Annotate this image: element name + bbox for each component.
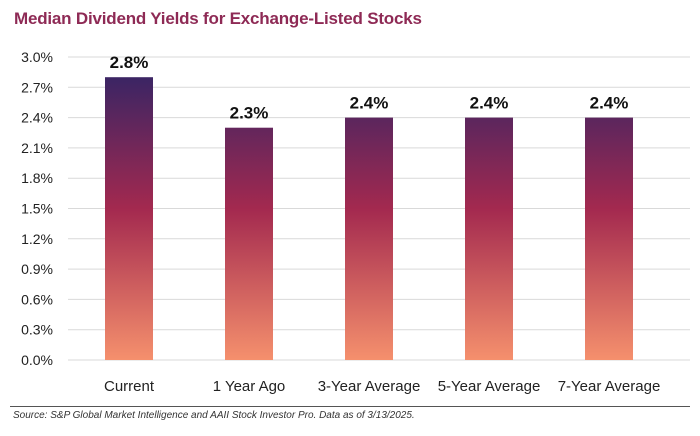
data-label: 2.4%	[590, 94, 629, 113]
bar-chart: 0.0% 0.3% 0.6% 0.9% 1.2% 1.5% 1.8% 2.1% 2.4% 2.7%…	[21, 49, 690, 395]
source-divider	[10, 406, 690, 407]
y-tick-label: 0.9%	[21, 261, 53, 277]
bar	[345, 117, 393, 360]
x-tick-label: 7-Year Average	[558, 378, 661, 395]
data-label: 2.8%	[110, 53, 149, 72]
data-label: 2.4%	[470, 94, 509, 113]
y-tick-label: 1.2%	[21, 231, 53, 247]
y-tick-label: 0.0%	[21, 352, 53, 368]
bar	[225, 127, 273, 360]
x-tick-label: 1 Year Ago	[213, 378, 286, 395]
y-tick-label: 2.1%	[21, 140, 53, 156]
x-tick-label: 5-Year Average	[438, 378, 541, 395]
y-axis-tick-labels: 0.0% 0.3% 0.6% 0.9% 1.2% 1.5% 1.8% 2.1% 2.4% 2.7%…	[21, 49, 53, 368]
y-tick-label: 1.8%	[21, 170, 53, 186]
bar	[585, 117, 633, 360]
source-note: Source: S&P Global Market Intelligence a…	[13, 410, 415, 421]
y-tick-label: 2.4%	[21, 110, 53, 126]
data-label: 2.4%	[350, 94, 389, 113]
y-tick-label: 2.7%	[21, 79, 53, 95]
chart-title: Median Dividend Yields for Exchange-List…	[14, 9, 422, 28]
y-tick-label: 1.5%	[21, 201, 53, 217]
bars	[105, 77, 633, 360]
bar	[105, 77, 153, 360]
x-tick-label: 3-Year Average	[318, 378, 421, 395]
y-tick-label: 0.6%	[21, 291, 53, 307]
bar	[465, 117, 513, 360]
x-axis-tick-labels: Current 1 Year Ago 3-Year Average 5-Year Av…	[104, 378, 660, 395]
data-label: 2.3%	[230, 104, 269, 123]
data-labels: 2.8% 2.3% 2.4% 2.4% 2.4%	[110, 53, 629, 123]
y-tick-label: 3.0%	[21, 49, 53, 65]
y-tick-label: 0.3%	[21, 322, 53, 338]
x-tick-label: Current	[104, 378, 155, 395]
